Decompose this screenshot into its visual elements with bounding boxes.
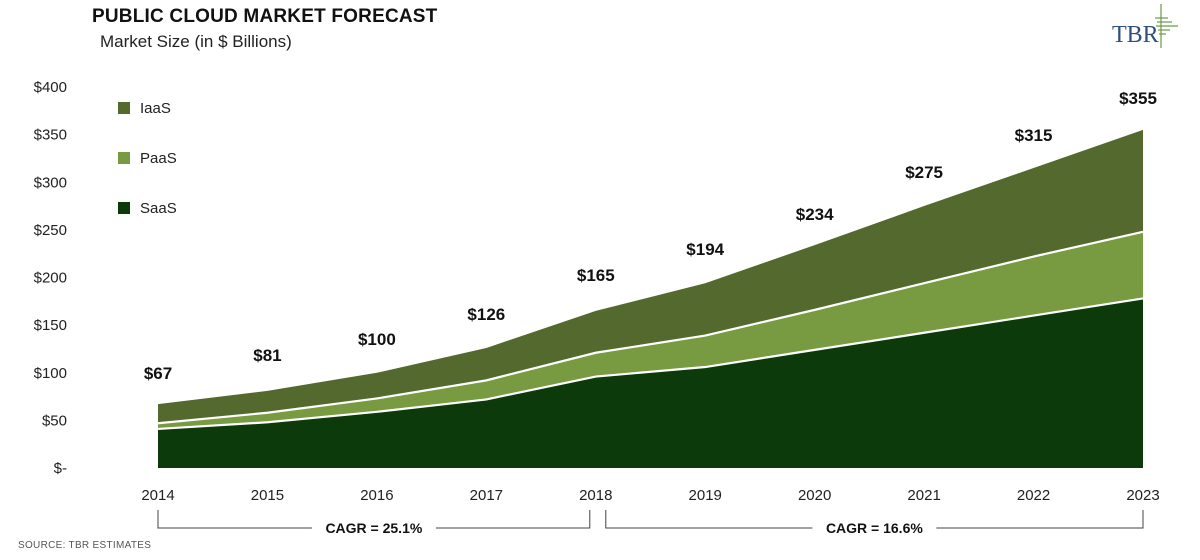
logo-text: TBR xyxy=(1112,22,1159,48)
total-data-label: $275 xyxy=(905,163,943,182)
cagr-bracket-left xyxy=(605,510,813,529)
x-tick-label: 2016 xyxy=(360,487,393,504)
layer-divider-paas xyxy=(157,230,1144,425)
x-tick-label: 2017 xyxy=(470,487,503,504)
x-tick-label: 2015 xyxy=(251,487,284,504)
total-labels: $67 $81 $100 $126 $165 $194 $234 $275 $315 $355 xyxy=(144,89,1157,383)
total-data-label: $100 xyxy=(358,330,396,349)
area-chart: $-$50$100$150$200$250$300$350$400 2014 20… xyxy=(34,79,1160,536)
chart-title: PUBLIC CLOUD MARKET FORECAST xyxy=(92,6,438,27)
y-tick-label: $100 xyxy=(34,365,67,382)
y-tick-label: $200 xyxy=(34,270,67,287)
chart-subtitle: Market Size (in $ Billions) xyxy=(100,32,292,51)
x-tick-label: 2014 xyxy=(141,487,174,504)
chart-areas xyxy=(157,129,1144,468)
y-axis: $- $50 $100 $150 $200 $250 $300 $350 $400 xyxy=(34,79,67,477)
legend: IaaS PaaS SaaS xyxy=(118,100,177,217)
total-data-label: $234 xyxy=(796,205,834,224)
x-tick-label: 2021 xyxy=(907,487,940,504)
area-iaas xyxy=(158,129,1143,424)
y-tick-label: $50 xyxy=(42,412,67,429)
cagr-label: CAGR = 25.1% xyxy=(325,520,422,536)
cagr-label: CAGR = 16.6% xyxy=(826,520,923,536)
total-data-label: $126 xyxy=(467,305,505,324)
logo-accent-icon xyxy=(1155,4,1178,48)
cagr-annotations: CAGR = 25.1% CAGR = 16.6% xyxy=(157,510,1144,536)
total-data-label: $355 xyxy=(1119,89,1157,108)
total-data-label: $67 xyxy=(144,364,172,383)
tbr-logo: TBR xyxy=(1112,4,1178,48)
total-data-label: $194 xyxy=(686,240,724,259)
total-data-label: $81 xyxy=(253,346,281,365)
x-tick-label: 2019 xyxy=(689,487,722,504)
area-saas xyxy=(158,298,1143,468)
y-tick-label: $300 xyxy=(34,174,67,191)
legend-label-paas: PaaS xyxy=(140,150,177,167)
cagr-bracket-right xyxy=(936,510,1144,529)
source-note: SOURCE: TBR ESTIMATES xyxy=(18,540,152,551)
x-axis: 2014 2015 2016 2017 2018 2019 2020 2021 2022 2023 xyxy=(141,487,1159,504)
cagr-bracket-left xyxy=(157,510,312,529)
y-tick-label: $250 xyxy=(34,222,67,239)
legend-swatch-paas xyxy=(118,152,130,164)
x-tick-label: 2023 xyxy=(1126,487,1159,504)
legend-swatch-saas xyxy=(118,202,130,214)
layer-divider-saas xyxy=(157,297,1144,431)
y-tick-label: $350 xyxy=(34,127,67,144)
x-tick-label: 2018 xyxy=(579,487,612,504)
legend-label-saas: SaaS xyxy=(140,200,177,217)
legend-swatch-iaas xyxy=(118,102,130,114)
y-tick-label: $150 xyxy=(34,317,67,334)
cagr-bracket-right xyxy=(435,510,591,529)
total-data-label: $165 xyxy=(577,266,615,285)
total-data-label: $315 xyxy=(1015,126,1053,145)
legend-label-iaas: IaaS xyxy=(140,100,171,117)
x-tick-label: 2022 xyxy=(1017,487,1050,504)
y-tick-label: $400 xyxy=(34,79,67,96)
y-tick-label: $- xyxy=(54,460,67,477)
x-tick-label: 2020 xyxy=(798,487,831,504)
